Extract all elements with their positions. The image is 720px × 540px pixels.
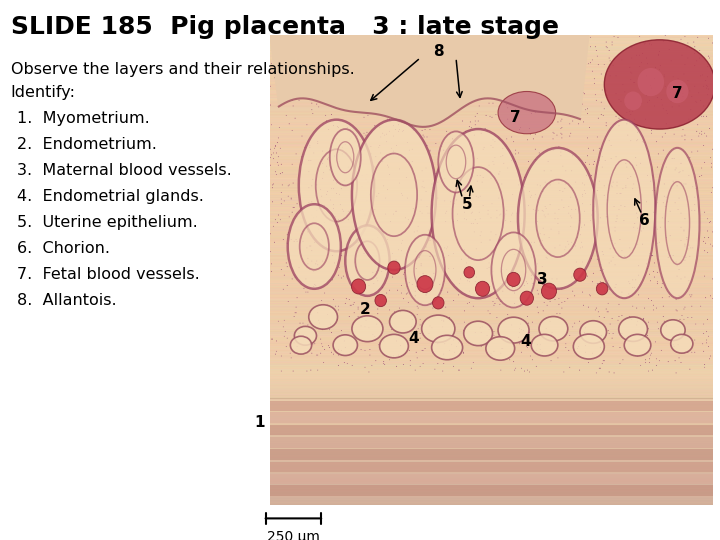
Circle shape (351, 279, 366, 294)
Ellipse shape (464, 321, 492, 346)
Text: 4.  Endometrial glands.: 4. Endometrial glands. (17, 189, 204, 204)
Text: 250 μm: 250 μm (267, 530, 320, 540)
Text: 7.  Fetal blood vessels.: 7. Fetal blood vessels. (17, 267, 199, 282)
Text: 3.  Maternal blood vessels.: 3. Maternal blood vessels. (17, 163, 231, 178)
Ellipse shape (288, 204, 341, 289)
Ellipse shape (624, 334, 651, 356)
Text: 1: 1 (254, 415, 264, 430)
Circle shape (596, 282, 608, 295)
Bar (270, 449, 713, 460)
Text: 2.  Endometrium.: 2. Endometrium. (17, 137, 156, 152)
Ellipse shape (352, 316, 383, 342)
Ellipse shape (330, 129, 361, 185)
Ellipse shape (580, 321, 606, 343)
Text: 8.  Allantois.: 8. Allantois. (17, 293, 116, 308)
Ellipse shape (491, 232, 536, 308)
Text: 6.  Chorion.: 6. Chorion. (17, 241, 109, 256)
Text: 5.  Uterine epithelium.: 5. Uterine epithelium. (17, 215, 197, 230)
Ellipse shape (498, 91, 556, 134)
Ellipse shape (671, 334, 693, 353)
Bar (270, 437, 713, 448)
Ellipse shape (604, 40, 715, 129)
Text: 8: 8 (433, 44, 444, 59)
Bar (270, 485, 713, 496)
Circle shape (475, 281, 490, 296)
Circle shape (464, 267, 474, 278)
Ellipse shape (486, 337, 515, 360)
Text: 1.  Myometrium.: 1. Myometrium. (17, 111, 149, 126)
Ellipse shape (346, 225, 390, 296)
Circle shape (666, 80, 688, 103)
Ellipse shape (390, 310, 416, 333)
Bar (270, 462, 713, 472)
Text: 5: 5 (462, 197, 472, 212)
Ellipse shape (618, 317, 647, 341)
Ellipse shape (539, 316, 568, 341)
Bar (270, 401, 713, 411)
Circle shape (433, 297, 444, 309)
Bar (270, 425, 713, 435)
Text: 3: 3 (537, 272, 548, 287)
Ellipse shape (405, 235, 445, 305)
Bar (270, 413, 713, 423)
Ellipse shape (498, 317, 529, 343)
Ellipse shape (294, 326, 317, 345)
Circle shape (574, 268, 586, 281)
Circle shape (417, 275, 433, 293)
Circle shape (388, 261, 400, 274)
Ellipse shape (352, 120, 436, 270)
Circle shape (624, 91, 642, 110)
Circle shape (541, 283, 557, 299)
Text: 7: 7 (510, 110, 521, 125)
Ellipse shape (422, 315, 455, 342)
Circle shape (637, 68, 664, 96)
Text: 6: 6 (639, 213, 649, 228)
Ellipse shape (290, 336, 312, 354)
Text: Observe the layers and their relationships.: Observe the layers and their relationshi… (11, 62, 354, 77)
Bar (270, 474, 713, 484)
Ellipse shape (309, 305, 338, 329)
Text: 4: 4 (408, 330, 419, 346)
Ellipse shape (431, 335, 463, 360)
Ellipse shape (333, 335, 357, 355)
Ellipse shape (518, 148, 598, 289)
Text: Identify:: Identify: (11, 85, 76, 100)
Text: 7: 7 (672, 86, 683, 102)
Text: SLIDE 185  Pig placenta   3 : late stage: SLIDE 185 Pig placenta 3 : late stage (11, 15, 559, 39)
Ellipse shape (655, 148, 700, 298)
Polygon shape (270, 35, 589, 127)
Circle shape (375, 294, 387, 307)
Ellipse shape (438, 131, 474, 192)
Circle shape (520, 291, 534, 305)
Ellipse shape (531, 334, 558, 356)
Ellipse shape (299, 120, 374, 251)
Ellipse shape (431, 129, 525, 298)
Ellipse shape (593, 120, 655, 298)
Ellipse shape (573, 334, 604, 359)
Ellipse shape (379, 334, 408, 358)
Ellipse shape (661, 320, 685, 341)
Text: 2: 2 (360, 302, 371, 318)
Circle shape (507, 272, 520, 286)
Text: 4: 4 (521, 334, 531, 349)
